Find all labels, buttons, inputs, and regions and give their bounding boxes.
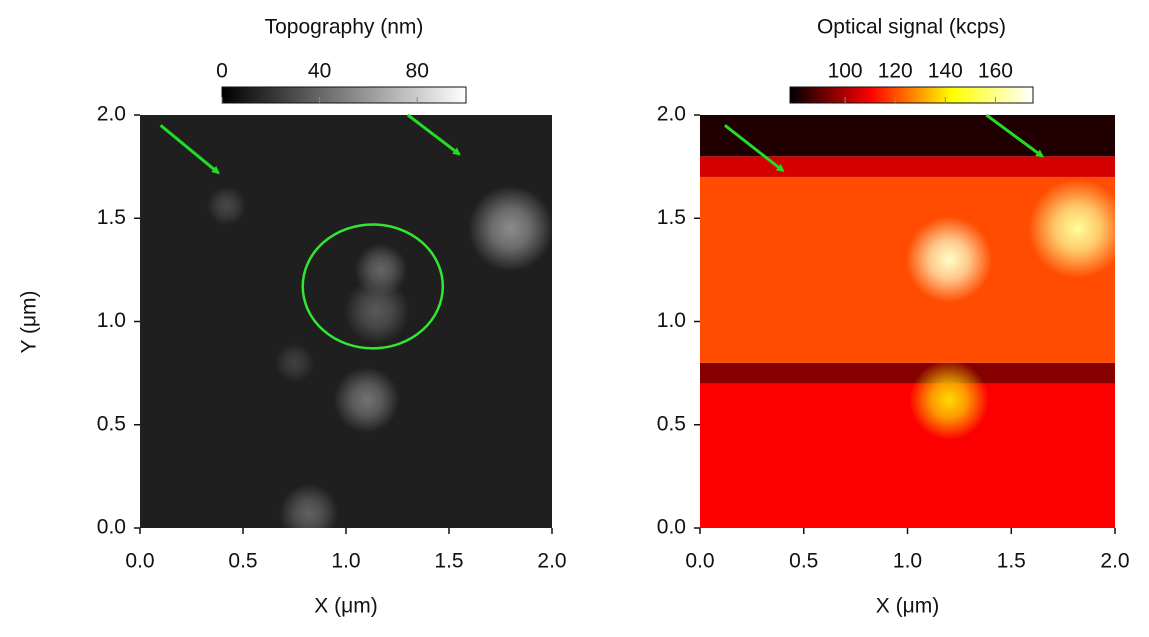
x-axis-label: X (μm) (314, 595, 377, 618)
x-tick-label: 0.5 (789, 550, 818, 573)
x-tick-label: 2.0 (1100, 550, 1129, 573)
colorbar (789, 86, 1034, 104)
panel-title: Optical signal (kcps) (817, 16, 1006, 39)
y-axis-label: Y (μm) (18, 290, 41, 353)
y-tick-label: 0.0 (97, 516, 126, 539)
x-tick-label: 1.0 (893, 550, 922, 573)
annotation-arrow (985, 113, 1044, 158)
y-tick-label: 2.0 (657, 103, 686, 126)
heatmap-spot (343, 278, 410, 345)
y-tick-label: 1.5 (97, 206, 126, 229)
colorbar-tick-label: 0 (216, 60, 228, 83)
heatmap-spot (206, 186, 247, 226)
x-tick-label: 1.0 (331, 550, 360, 573)
colorbar-tick-label: 120 (878, 60, 913, 83)
colorbar-tick-label: 100 (828, 60, 863, 83)
annotation-arrow (406, 113, 461, 156)
colorbar (221, 86, 467, 104)
x-tick-label: 0.0 (685, 550, 714, 573)
x-axis-label: X (μm) (876, 595, 939, 618)
heatmap-spot (279, 483, 339, 528)
heatmap-spot (467, 185, 552, 272)
heatmap-spot (905, 216, 993, 303)
y-tick-label: 0.5 (657, 412, 686, 435)
annotation-circle (301, 223, 445, 350)
x-tick-label: 1.5 (997, 550, 1026, 573)
heatmap-band (700, 383, 1115, 528)
x-tick-label: 0.5 (228, 550, 257, 573)
y-tick-label: 0.0 (657, 516, 686, 539)
heatmap-spot (1027, 178, 1115, 279)
colorbar-tick-label: 140 (928, 60, 963, 83)
annotation-arrow (159, 124, 220, 175)
x-tick-label: 2.0 (537, 550, 566, 573)
heatmap-spot (274, 343, 315, 383)
y-tick-label: 1.0 (657, 309, 686, 332)
heatmap-band (700, 362, 1115, 384)
x-tick-label: 0.0 (125, 550, 154, 573)
annotation-arrow (723, 124, 785, 172)
colorbar-tick-label: 80 (406, 60, 429, 83)
heatmap-band (700, 156, 1115, 177)
panel-title: Topography (nm) (265, 16, 424, 39)
colorbar-tick-label: 40 (308, 60, 331, 83)
heatmap-band (700, 115, 1115, 157)
y-tick-label: 2.0 (97, 103, 126, 126)
heatmap (700, 115, 1115, 528)
y-tick-label: 1.5 (657, 206, 686, 229)
y-tick-label: 1.0 (97, 309, 126, 332)
heatmap-spot (333, 367, 400, 433)
colorbar-tick-label: 160 (978, 60, 1013, 83)
heatmap (140, 115, 552, 528)
x-tick-label: 1.5 (434, 550, 463, 573)
heatmap-spot (909, 360, 989, 440)
y-tick-label: 0.5 (97, 412, 126, 435)
